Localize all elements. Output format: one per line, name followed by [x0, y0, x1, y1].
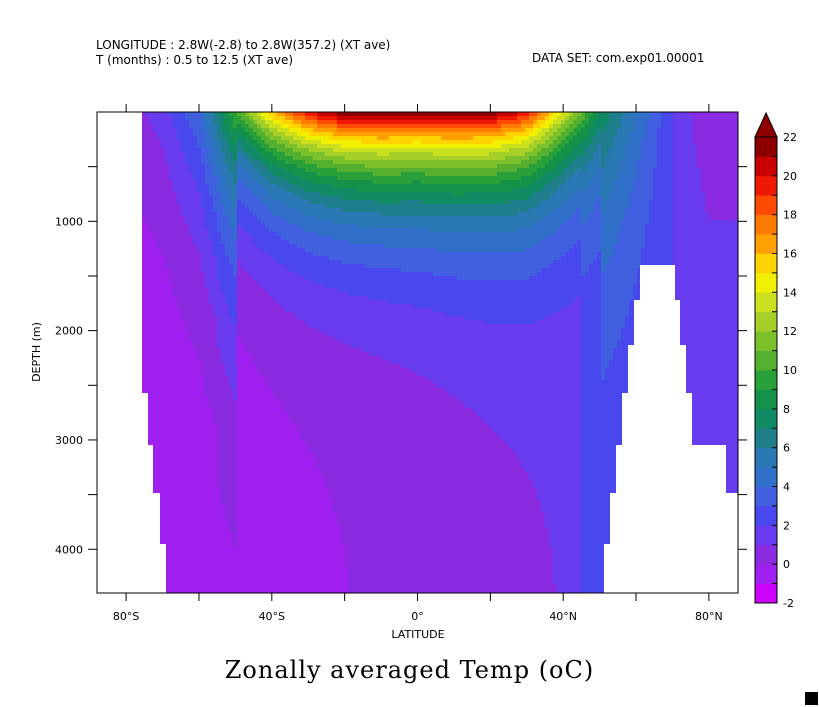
contour-plot: 80°S 40°S 0° 40°N 80°N 1000 2000 3000 4000 LATI… [30, 104, 797, 641]
colorbar-label: 18 [783, 209, 797, 222]
colorbar-swatch [755, 486, 777, 507]
colorbar-swatch [755, 137, 777, 157]
colorbar-swatch [755, 467, 777, 487]
colorbar-swatch [755, 292, 777, 313]
colorbar-label: 12 [783, 325, 797, 338]
colorbar-swatch [755, 447, 777, 468]
colorbar-swatch [755, 428, 777, 448]
antarctic-land [97, 112, 166, 593]
x-tick-label: 80°S [113, 610, 139, 623]
y-tick-label: 2000 [55, 325, 83, 338]
header-dataset: DATA SET: com.exp01.00001 [532, 51, 705, 65]
colorbar-swatch [755, 544, 777, 565]
y-tick-label: 4000 [55, 543, 83, 556]
colorbar-swatch [755, 311, 777, 332]
colorbar-swatch [755, 156, 777, 177]
colorbar-swatch [755, 350, 777, 371]
colorbar: -2 0 2 4 6 8 10 12 14 16 18 20 22 [754, 111, 797, 610]
colorbar-swatch [755, 195, 777, 215]
colorbar-label: 14 [783, 286, 797, 299]
header-longitude: LONGITUDE : 2.8W(-2.8) to 2.8W(357.2) (X… [96, 38, 391, 52]
colorbar-swatch [755, 331, 777, 351]
colorbar-label: 4 [783, 481, 790, 494]
colorbar-swatch [755, 234, 777, 254]
colorbar-swatch [755, 525, 777, 546]
header-time: T (months) : 0.5 to 12.5 (XT ave) [96, 53, 294, 67]
x-tick-label: 40°S [259, 610, 285, 623]
colorbar-swatch [755, 214, 777, 235]
colorbar-swatch [755, 389, 777, 410]
x-tick-label: 40°N [549, 610, 577, 623]
y-tick-label: 3000 [55, 434, 83, 447]
chart-title: Zonally averaged Temp (oC) [224, 656, 595, 684]
y-axis-ticks: 1000 2000 3000 4000 [55, 166, 747, 556]
colorbar-swatch [755, 272, 777, 293]
colorbar-swatch [755, 583, 777, 604]
corner-square-icon [805, 692, 818, 705]
y-axis-label: DEPTH (m) [30, 322, 43, 382]
colorbar-label: 22 [783, 131, 797, 144]
x-axis-ticks: 80°S 40°S 0° 40°N 80°N [113, 104, 723, 623]
colorbar-label: 2 [783, 519, 790, 532]
colorbar-label: 10 [783, 364, 797, 377]
y-tick-label: 1000 [55, 215, 83, 228]
colorbar-swatch [755, 370, 777, 390]
colorbar-swatch [755, 408, 777, 429]
colorbar-swatch [755, 253, 777, 274]
colorbar-label: -2 [783, 597, 794, 610]
x-tick-label: 80°N [695, 610, 723, 623]
colorbar-label: 8 [783, 403, 790, 416]
colorbar-swatch [755, 505, 777, 526]
colorbar-label: 20 [783, 170, 797, 183]
colorbar-swatch [755, 564, 777, 584]
land-mask [97, 112, 738, 593]
colorbar-swatch [755, 175, 777, 196]
x-tick-label: 0° [411, 610, 424, 623]
colorbar-label: 6 [783, 442, 790, 455]
x-axis-label: LATITUDE [391, 628, 444, 641]
northern-land [604, 265, 738, 593]
colorbar-extend-arrow [754, 111, 778, 138]
colorbar-label: 0 [783, 558, 790, 571]
colorbar-label: 16 [783, 248, 797, 261]
